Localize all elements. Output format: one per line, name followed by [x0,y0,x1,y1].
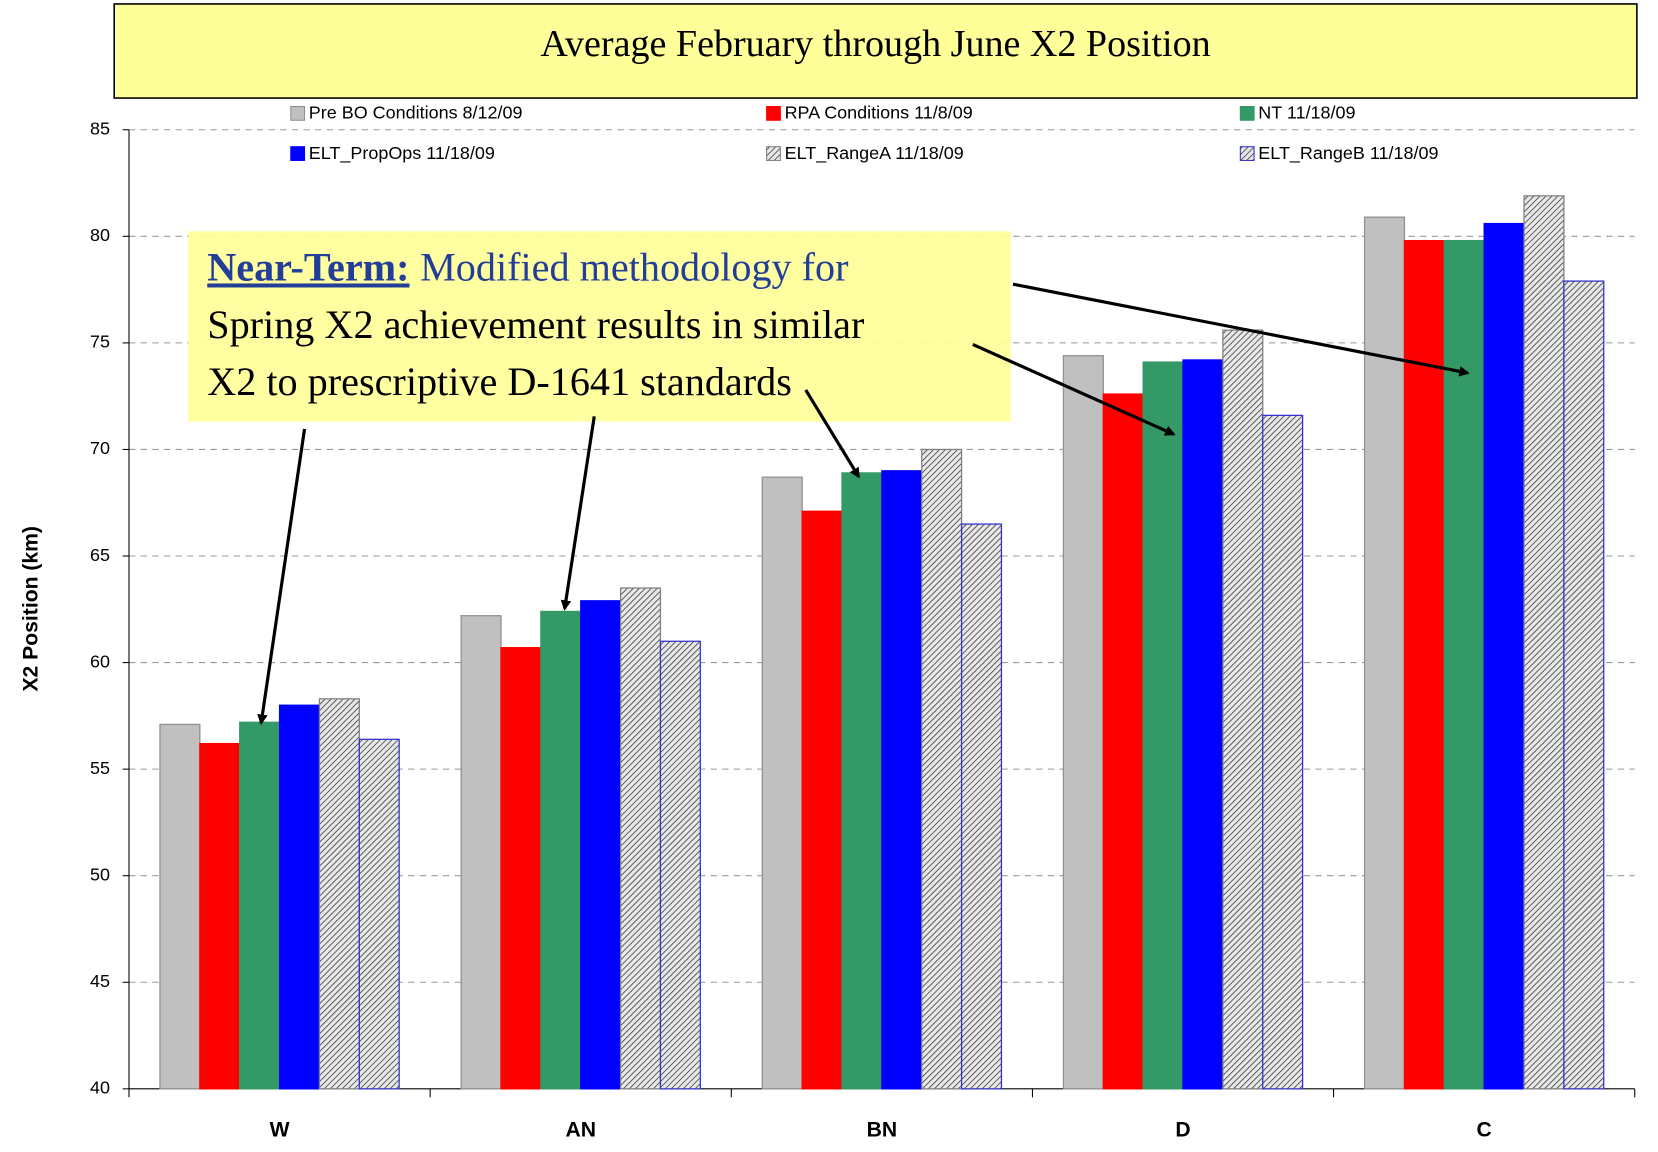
annotation-text: Modified methodology for [420,245,849,290]
y-tick-label: 40 [90,1078,110,1098]
y-axis-label: X2 Position (km) [19,526,42,692]
chart-title: Average February through June X2 Positio… [540,23,1210,65]
y-tick-label: 80 [90,225,110,245]
x-tick-label: C [1477,1119,1492,1142]
bar [318,698,360,1090]
legend-swatch [1239,146,1255,161]
legend-swatch [290,105,306,121]
bar [1363,216,1406,1090]
bar [801,510,843,1090]
title-box [113,3,1638,99]
bar [1062,355,1104,1090]
bar [1102,393,1144,1090]
annotation-line: Near-Term: Modified methodology for [207,245,849,290]
y-tick-label: 45 [90,971,110,991]
annotation-heading: Near-Term: [207,245,409,290]
bar [239,721,281,1090]
arrows [257,282,1470,726]
bar [659,640,701,1090]
legend-swatch [766,146,781,161]
y-tick-label: 65 [90,545,110,565]
arrow [560,416,596,611]
bar [619,587,662,1090]
legend-label: ELT_RangeB 11/18/09 [1258,143,1438,164]
x-tick-label: AN [565,1119,596,1142]
x-tick-label: BN [867,1119,898,1142]
bar [199,742,241,1090]
bar [1262,414,1304,1090]
bar [1483,222,1525,1090]
bar [540,610,582,1090]
legend-swatch [290,146,306,161]
bar [1403,239,1445,1090]
plot: 40 45 50 55 60 65 70 75 80 85 W AN BN D C Pre BO Condit… [90,103,1636,1142]
bar [1523,195,1565,1090]
bar [761,476,803,1090]
y-tick-label: 70 [90,438,110,458]
arrow [972,342,1176,436]
y-tick-label: 75 [90,332,110,352]
bar [1222,329,1264,1090]
bar [881,470,923,1090]
annotation-box [188,231,1011,422]
legend-label: Pre BO Conditions 8/12/09 [309,103,523,123]
y-tick-label: 60 [90,651,110,671]
arrow [257,428,307,726]
bar [1142,361,1184,1090]
legend-swatch [766,105,781,121]
legend-label: NT 11/18/09 [1258,103,1355,123]
bar [1182,359,1224,1090]
bar [921,448,963,1090]
legend-label: RPA Conditions 11/8/09 [785,103,973,123]
y-tick-label: 85 [90,119,110,139]
bar [278,704,321,1090]
y-tick-label: 55 [90,758,110,778]
bar [580,600,622,1090]
x-tick-label: D [1175,1119,1190,1142]
bar [358,738,400,1090]
bar [1563,280,1605,1090]
legend-swatch [1239,105,1255,121]
annotation: Near-Term: Modified methodology for Sprin… [188,231,1470,726]
bar [841,472,883,1090]
legend-label: ELT_PropOps 11/18/09 [309,143,495,164]
bar [500,647,542,1090]
x-tick-label: W [270,1119,290,1142]
annotation-text: Spring X2 achievement results in similar [207,302,865,347]
arrow [1012,282,1470,377]
legend-label: ELT_RangeA 11/18/09 [785,143,964,164]
bar [1443,239,1485,1090]
y-tick-label: 50 [90,864,110,884]
annotation-text: X2 to prescriptive D-1641 standards [207,359,792,404]
arrow [804,389,860,479]
bar [460,615,502,1090]
bar [960,523,1003,1090]
bar [159,723,201,1090]
